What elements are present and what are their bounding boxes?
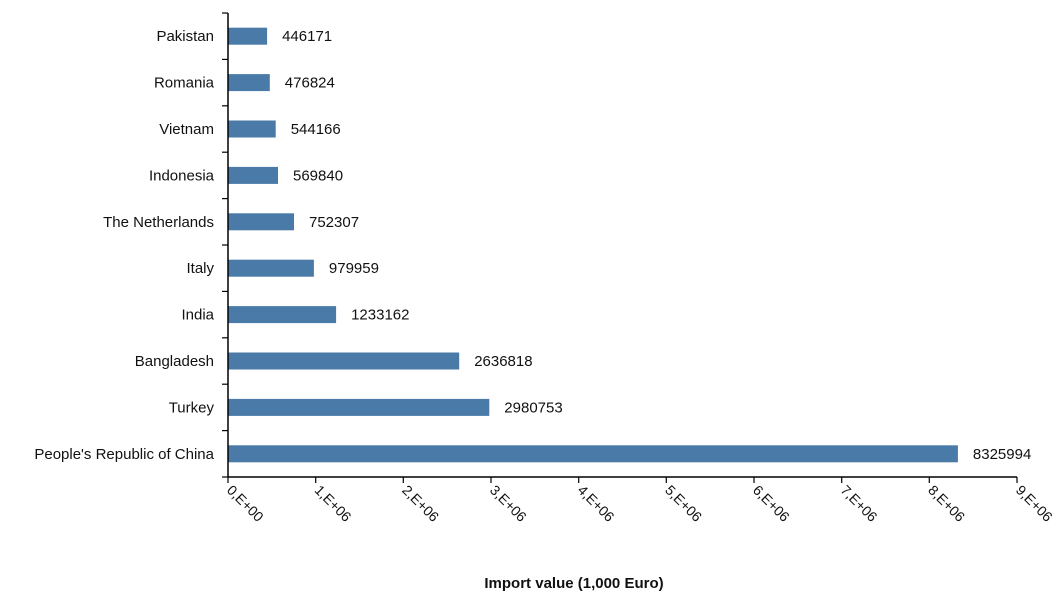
category-label: Vietnam xyxy=(159,121,214,138)
x-axis-title: Import value (1,000 Euro) xyxy=(484,575,663,592)
x-tick-label: 2,E+06 xyxy=(399,482,442,525)
value-label: 8325994 xyxy=(973,446,1031,463)
category-label: The Netherlands xyxy=(103,214,214,231)
value-label: 446171 xyxy=(282,28,332,45)
axes-layer xyxy=(222,12,1018,483)
category-label: Indonesia xyxy=(149,167,215,184)
bar xyxy=(228,27,268,45)
value-label: 979959 xyxy=(329,260,379,277)
x-tick-label: 1,E+06 xyxy=(312,482,355,525)
value-label: 752307 xyxy=(309,214,359,231)
value-label: 569840 xyxy=(293,167,343,184)
x-tick-label: 6,E+06 xyxy=(750,482,793,525)
bar xyxy=(228,445,958,463)
bar xyxy=(228,166,278,184)
category-label: Bangladesh xyxy=(135,353,214,370)
x-tick-label: 3,E+06 xyxy=(487,482,530,525)
x-tick-label: 9,E+06 xyxy=(1013,482,1056,525)
bar xyxy=(228,213,294,231)
bar xyxy=(228,259,314,277)
category-label: Romania xyxy=(154,75,215,92)
bars-layer xyxy=(228,27,958,463)
value-label: 476824 xyxy=(285,75,335,92)
category-label: India xyxy=(181,307,214,324)
bar xyxy=(228,352,460,370)
category-label: Italy xyxy=(186,260,214,277)
x-tick-label: 7,E+06 xyxy=(838,482,881,525)
x-tick-label: 4,E+06 xyxy=(575,482,618,525)
category-label: People's Republic of China xyxy=(34,446,214,463)
value-label: 2636818 xyxy=(474,353,532,370)
value-label: 544166 xyxy=(291,121,341,138)
x-tick-label: 0,E+00 xyxy=(224,482,267,525)
x-tick-label: 5,E+06 xyxy=(662,482,705,525)
value-label: 1233162 xyxy=(351,307,409,324)
bar xyxy=(228,74,270,92)
category-label: Pakistan xyxy=(156,28,214,45)
bar xyxy=(228,398,490,416)
bar xyxy=(228,120,276,138)
bar xyxy=(228,306,337,324)
value-label: 2980753 xyxy=(504,399,562,416)
category-label: Turkey xyxy=(169,399,215,416)
x-tick-label: 8,E+06 xyxy=(925,482,968,525)
